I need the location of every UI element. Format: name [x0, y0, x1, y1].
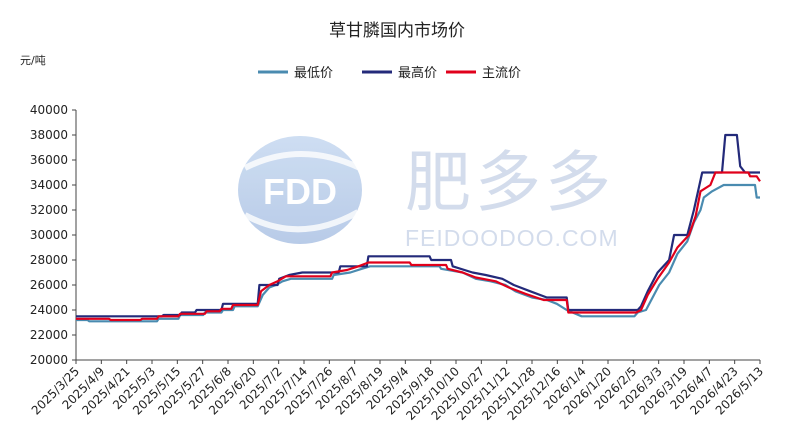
y-tick-label: 24000: [30, 303, 68, 317]
y-tick-label: 36000: [30, 153, 68, 167]
legend-label-3: 主流价: [482, 66, 521, 81]
y-tick-label: 22000: [30, 328, 68, 342]
fdd-logo: FDD: [238, 136, 362, 244]
y-tick-label: 20000: [30, 353, 68, 367]
y-ticks: 20000 22000 24000 26000 28000 30000 32000 34000…: [30, 103, 76, 367]
watermark-logo-text: FDD: [263, 171, 337, 212]
y-tick-label: 40000: [30, 103, 68, 117]
y-tick-label: 32000: [30, 203, 68, 217]
legend-label-1: 最低价: [294, 66, 333, 81]
watermark: FDD 肥多多 FEIDOODOO.COM: [238, 136, 619, 251]
legend-label-2: 最高价: [398, 65, 437, 81]
series-group: [76, 133, 761, 323]
watermark-brand-text: 肥多多: [405, 144, 615, 221]
logo-circle-icon: [238, 136, 362, 244]
unit-label: 元/吨: [20, 54, 46, 67]
y-tick-label: 26000: [30, 278, 68, 292]
series-line-2: [76, 133, 760, 318]
chart-title: 草甘膦国内市场价: [329, 21, 465, 41]
logo-arc-lower-icon: [243, 209, 360, 233]
x-ticks: 2025/3/252025/4/92025/4/212025/5/32025/5…: [29, 360, 766, 423]
watermark-url-text: FEIDOODOO.COM: [405, 225, 619, 251]
y-tick-label: 28000: [30, 253, 68, 267]
series-line-3: [76, 171, 761, 322]
legend: 最低价 最高价 主流价: [258, 65, 521, 81]
y-tick-label: 34000: [30, 178, 68, 192]
y-tick-label: 38000: [30, 128, 68, 142]
logo-arc-icon: [243, 151, 362, 171]
y-tick-label: 30000: [30, 228, 68, 242]
